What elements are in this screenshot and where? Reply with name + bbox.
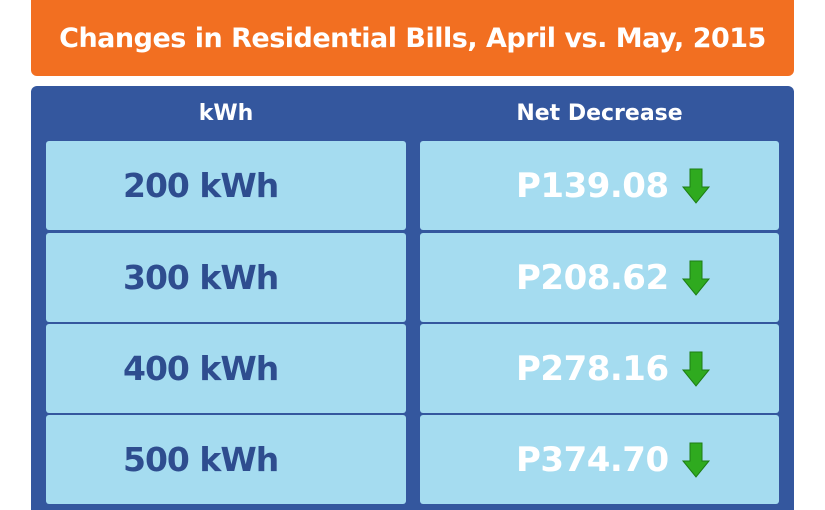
table-cell-kwh: 500 kWh — [46, 415, 406, 504]
down-arrow-icon — [681, 260, 710, 296]
net-decrease-value: P208.62 — [516, 257, 669, 298]
table-cell-net-decrease: P139.08 — [420, 141, 779, 230]
table-cell-net-decrease: P374.70 — [420, 415, 779, 504]
net-decrease-value: P139.08 — [516, 165, 669, 206]
table-panel: kWh Net Decrease 200 kWh P139.08 300 kWh… — [31, 86, 794, 510]
down-arrow-icon — [681, 351, 710, 387]
table-cell-kwh: 200 kWh — [46, 141, 406, 230]
chart-title: Changes in Residential Bills, April vs. … — [59, 22, 766, 54]
column-header-net-decrease: Net Decrease — [516, 101, 683, 126]
table-cell-kwh: 400 kWh — [46, 324, 406, 413]
column-header-kwh: kWh — [198, 101, 254, 126]
net-decrease-value: P278.16 — [516, 348, 669, 389]
net-decrease-value: P374.70 — [516, 439, 669, 480]
down-arrow-icon — [681, 168, 710, 204]
down-arrow-icon — [681, 442, 710, 478]
title-bar: Changes in Residential Bills, April vs. … — [31, 0, 794, 76]
table-cell-net-decrease: P208.62 — [420, 233, 779, 322]
table-cell-net-decrease: P278.16 — [420, 324, 779, 413]
table-cell-kwh: 300 kWh — [46, 233, 406, 322]
